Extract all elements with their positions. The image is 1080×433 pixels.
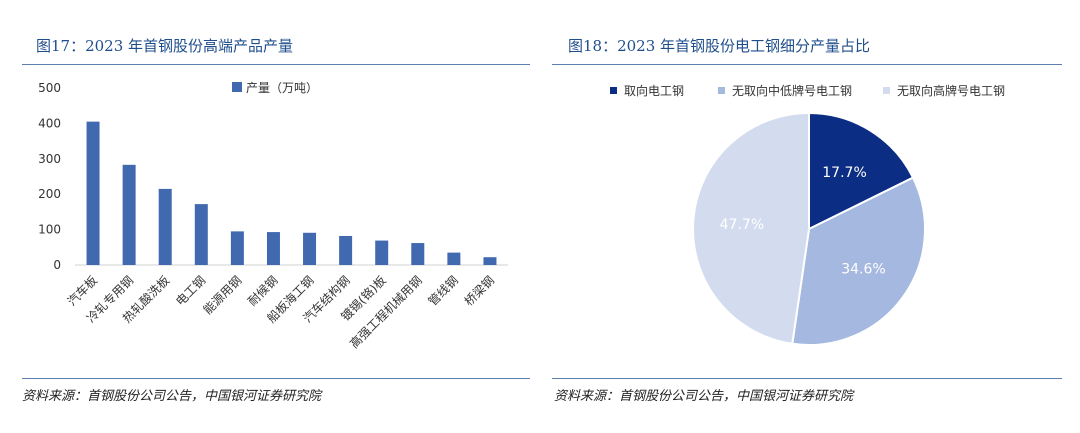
y-tick-label: 100 — [38, 223, 61, 237]
pie-slice — [791, 176, 926, 346]
legend-label: 无取向高牌号电工钢 — [897, 83, 1005, 98]
bar — [339, 235, 353, 265]
figure-18-source: 资料来源：首钢股份公司公告，中国银河证券研究院 — [554, 389, 854, 404]
pie-slice-label: 17.7% — [822, 165, 866, 181]
y-tick-label: 300 — [38, 152, 61, 166]
bar — [230, 231, 244, 265]
x-tick-label: 管线钢 — [425, 273, 461, 309]
pie-slice-label: 34.6% — [841, 262, 885, 278]
y-tick-label: 0 — [53, 258, 61, 272]
bar — [483, 257, 497, 265]
pie-legend-item: 无取向中低牌号电工钢 — [718, 83, 852, 98]
bar — [447, 252, 461, 265]
legend-swatch — [610, 87, 617, 94]
legend-label: 产量（万吨） — [246, 81, 318, 95]
pie-slice — [808, 111, 915, 231]
bar — [411, 243, 425, 265]
legend-label: 无取向中低牌号电工钢 — [732, 83, 852, 98]
figure-18-title: 图18：2023 年首钢股份电工钢细分产量占比 — [568, 37, 871, 55]
figure-17-title: 图17：2023 年首钢股份高端产品产量 — [36, 37, 294, 55]
y-tick-label: 200 — [38, 187, 61, 201]
legend-label: 取向电工钢 — [624, 83, 684, 98]
bar — [194, 204, 208, 265]
figure-18-top-rule — [552, 64, 1062, 65]
bar — [303, 232, 317, 265]
figure-18-panel: 图18：2023 年首钢股份电工钢细分产量占比 取向电工钢 无取向中低牌号电工钢 无… — [548, 0, 1080, 433]
figure-17-panel: 图17：2023 年首钢股份高端产品产量 0 100 200 300 400 500 汽车板… — [0, 0, 530, 433]
pie-slice — [692, 111, 810, 345]
x-tick-label: 耐候钢 — [245, 273, 280, 308]
bar — [375, 240, 389, 265]
legend-swatch — [232, 82, 242, 92]
x-tick-label: 桥梁钢 — [461, 273, 497, 309]
pie-slice-label: 47.7% — [720, 217, 764, 233]
pie-legend-item: 取向电工钢 — [610, 83, 684, 98]
pie-chart: 取向电工钢 无取向中低牌号电工钢 无取向高牌号电工钢 17.7% 34.6% 47.7% — [610, 83, 1005, 346]
x-tick-label: 电工钢 — [173, 273, 208, 308]
bar-legend: 产量（万吨） — [232, 81, 318, 95]
bar — [122, 164, 136, 265]
x-tick-label: 汽车板 — [64, 273, 100, 309]
figure-17-bottom-rule — [22, 378, 530, 379]
bar — [86, 121, 100, 265]
figure-17-source: 资料来源：首钢股份公司公告，中国银河证券研究院 — [22, 389, 322, 404]
legend-swatch — [718, 87, 725, 94]
x-tick-label: 能源用钢 — [201, 273, 245, 317]
figure-18-bottom-rule — [552, 378, 1062, 379]
y-tick-label: 500 — [38, 81, 61, 95]
y-tick-label: 400 — [38, 116, 61, 130]
pie-legend-item: 无取向高牌号电工钢 — [883, 83, 1005, 98]
legend-swatch — [883, 87, 890, 94]
bar — [266, 232, 280, 265]
figure-17-top-rule — [22, 64, 530, 65]
bar — [158, 188, 172, 265]
